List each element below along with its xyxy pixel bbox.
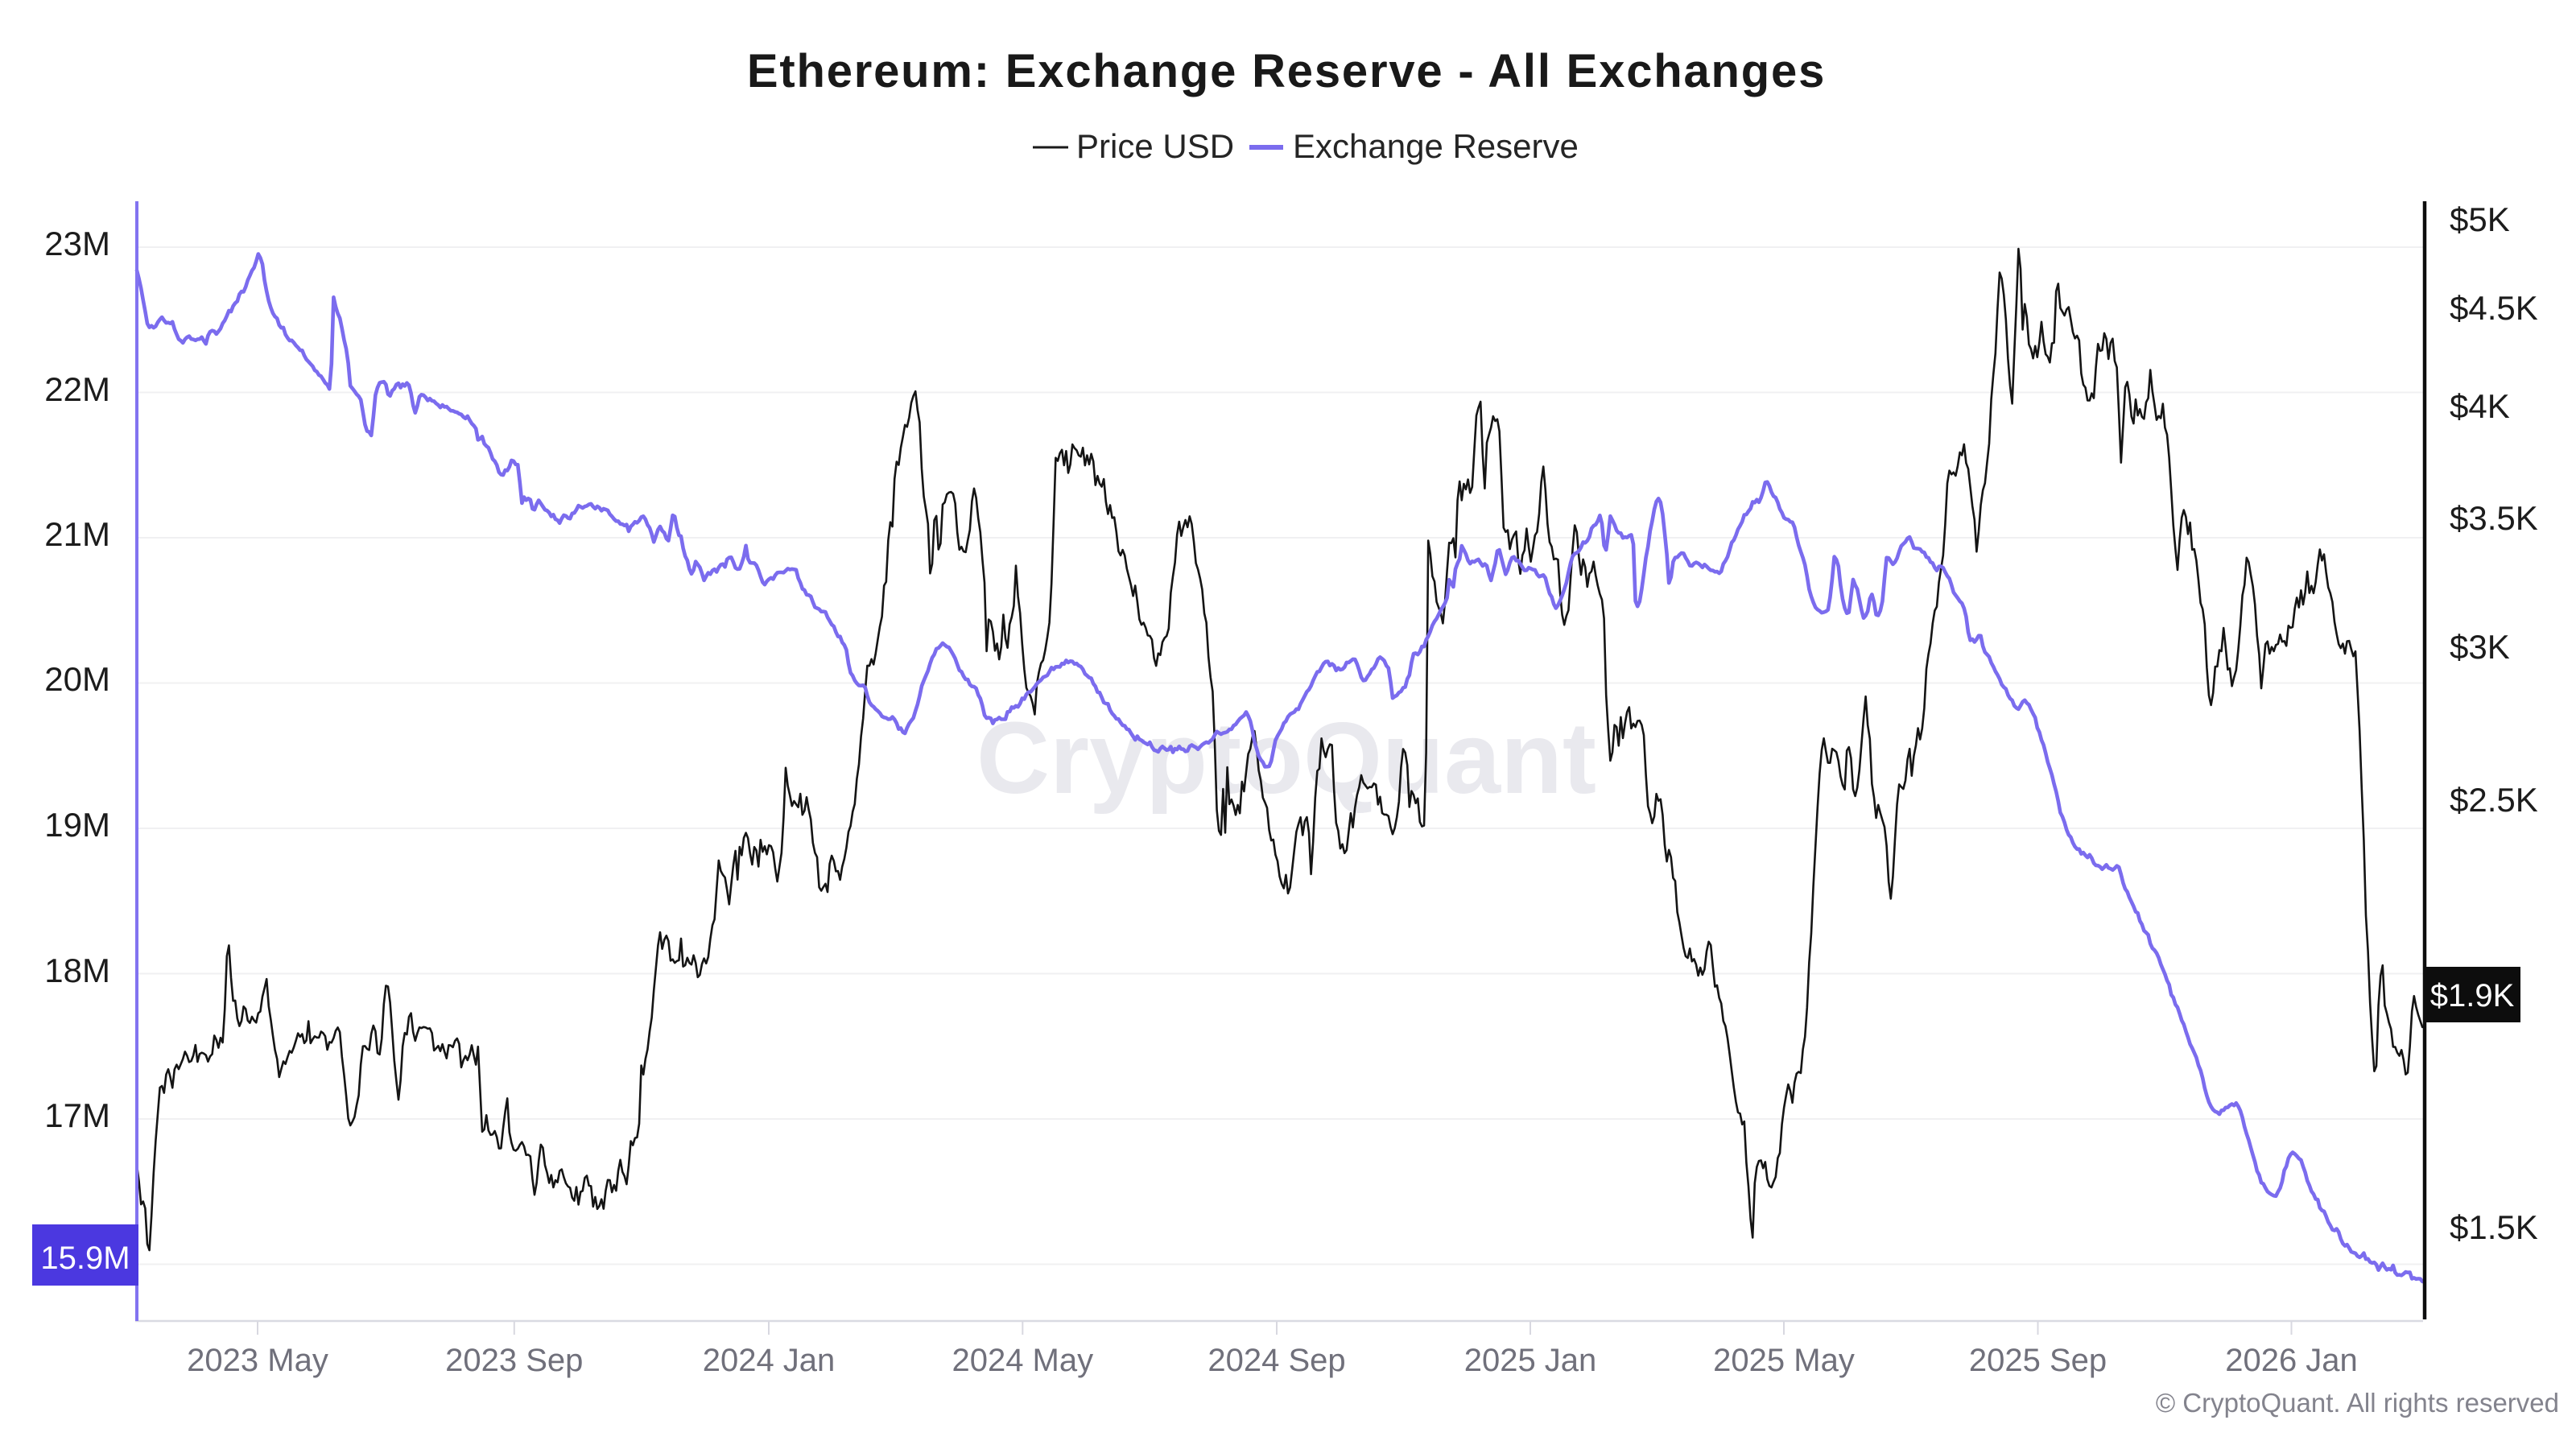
svg-text:15.9M: 15.9M — [40, 1241, 130, 1276]
svg-text:18M: 18M — [44, 952, 110, 989]
svg-text:2025 Sep: 2025 Sep — [1969, 1343, 2107, 1378]
svg-text:$4.5K: $4.5K — [2450, 289, 2538, 327]
svg-text:Ethereum: Exchange Reserve - A: Ethereum: Exchange Reserve - All Exchang… — [747, 45, 1826, 97]
svg-text:Exchange Reserve: Exchange Reserve — [1293, 127, 1579, 165]
svg-text:Price USD: Price USD — [1076, 127, 1234, 165]
svg-text:$5K: $5K — [2450, 200, 2510, 238]
svg-text:$1.9K: $1.9K — [2430, 978, 2515, 1013]
svg-text:23M: 23M — [44, 225, 110, 262]
svg-text:2024 Sep: 2024 Sep — [1208, 1343, 1345, 1378]
svg-text:© CryptoQuant. All rights rese: © CryptoQuant. All rights reserved — [2156, 1388, 2559, 1418]
svg-text:2024 May: 2024 May — [952, 1343, 1093, 1378]
svg-text:17M: 17M — [44, 1096, 110, 1134]
svg-text:21M: 21M — [44, 515, 110, 553]
svg-text:$3K: $3K — [2450, 628, 2510, 666]
svg-text:$2.5K: $2.5K — [2450, 781, 2538, 819]
svg-text:2025 Jan: 2025 Jan — [1464, 1343, 1597, 1378]
svg-text:19M: 19M — [44, 806, 110, 844]
svg-text:2023 May: 2023 May — [187, 1343, 328, 1378]
svg-text:20M: 20M — [44, 660, 110, 698]
svg-text:2024 Jan: 2024 Jan — [703, 1343, 836, 1378]
svg-text:2025 May: 2025 May — [1713, 1343, 1855, 1378]
svg-text:22M: 22M — [44, 370, 110, 408]
svg-text:$3.5K: $3.5K — [2450, 499, 2538, 537]
svg-text:$1.5K: $1.5K — [2450, 1208, 2538, 1246]
svg-text:$4K: $4K — [2450, 387, 2510, 425]
svg-text:2026 Jan: 2026 Jan — [2225, 1343, 2358, 1378]
svg-text:2023 Sep: 2023 Sep — [445, 1343, 583, 1378]
